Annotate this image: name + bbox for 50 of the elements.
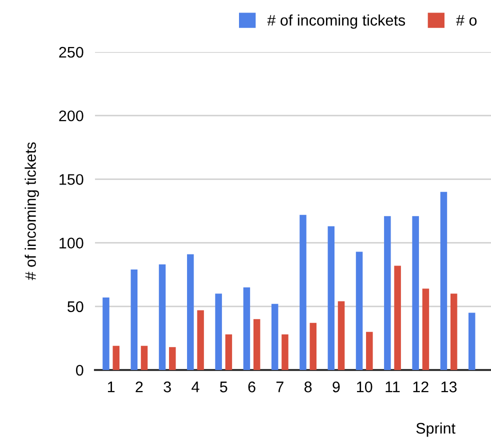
bar xyxy=(300,214,306,370)
y-tick-label: 0 xyxy=(76,364,84,376)
bar xyxy=(412,216,419,370)
x-tick-label: 10 xyxy=(357,382,372,392)
bar xyxy=(356,252,363,370)
y-tick-label: 150 xyxy=(60,174,84,185)
bar xyxy=(253,319,260,370)
legend-label: # of incoming tickets xyxy=(267,14,406,29)
bar xyxy=(112,346,120,370)
bar xyxy=(197,310,204,370)
x-axis-title: Sprint xyxy=(416,422,456,437)
x-tick-label: 7 xyxy=(276,382,284,392)
x-tick-label: 13 xyxy=(441,382,457,392)
x-tick-label: 12 xyxy=(413,382,428,392)
x-tick-label: 11 xyxy=(386,382,400,392)
bar xyxy=(225,334,232,370)
x-tick-label: 1 xyxy=(108,382,115,392)
bar xyxy=(187,254,194,370)
x-tick-label: 6 xyxy=(248,382,256,392)
bar xyxy=(271,304,278,370)
bar xyxy=(422,288,430,370)
bar xyxy=(310,322,316,370)
bar xyxy=(282,334,288,370)
bar xyxy=(140,346,148,370)
y-tick-label: 250 xyxy=(59,46,84,58)
bar xyxy=(243,287,250,370)
bar xyxy=(158,264,166,370)
bar xyxy=(215,294,222,370)
bar xyxy=(440,192,448,370)
y-axis-title: # of incoming tickets xyxy=(24,142,39,280)
x-tick-label: 4 xyxy=(192,382,200,392)
bar xyxy=(468,312,476,370)
bar xyxy=(328,226,335,370)
x-tick-label: 5 xyxy=(220,382,228,392)
y-tick-label: 200 xyxy=(59,110,84,122)
x-tick-label: 2 xyxy=(136,382,143,392)
bar xyxy=(338,301,345,370)
x-tick-label: 9 xyxy=(332,382,340,392)
bar xyxy=(384,216,391,370)
bar xyxy=(169,347,176,370)
y-tick-label: 50 xyxy=(68,301,84,312)
y-tick-label: 100 xyxy=(60,238,84,248)
x-tick-label: 8 xyxy=(304,382,312,392)
bar xyxy=(130,270,138,370)
bar xyxy=(394,266,401,370)
x-tick-label: 3 xyxy=(164,382,171,392)
legend-label: # o xyxy=(456,15,477,26)
bar xyxy=(366,332,373,370)
bar xyxy=(102,297,110,370)
bar xyxy=(450,294,458,370)
